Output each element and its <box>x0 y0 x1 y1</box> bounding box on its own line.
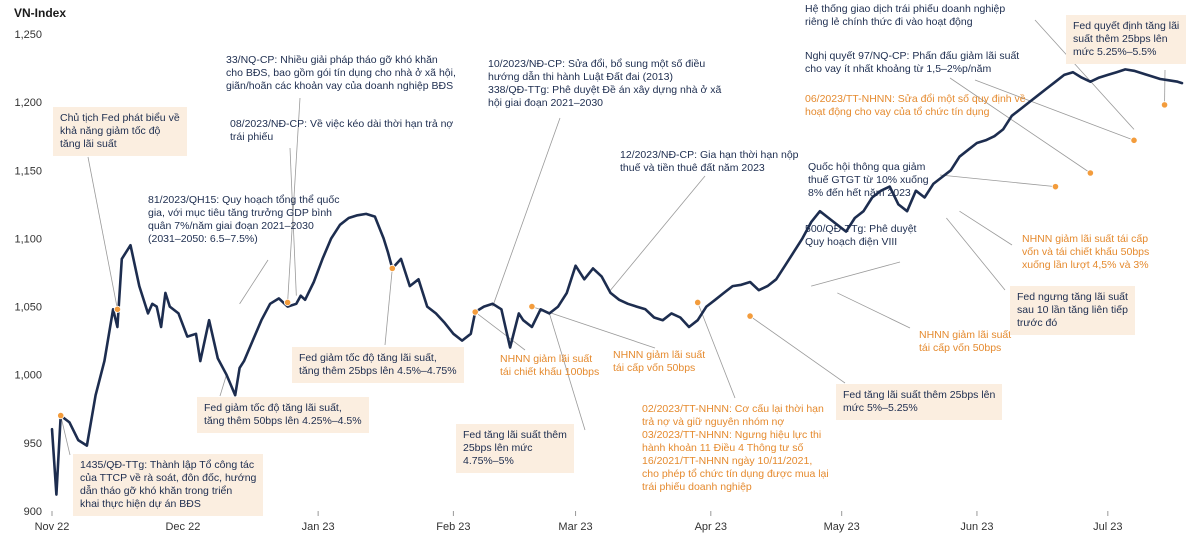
annotation-sbv-refi-cut-3: NHNN giảm lãi suất tái cấp vốn và tái ch… <box>1022 233 1150 271</box>
series-line-vn-index <box>50 68 1184 496</box>
annotation-circular-02-03: 02/2023/TT-NHNN: Cơ cấu lại thời hạn trả… <box>642 403 829 493</box>
annotation-fed-mar-hike: Fed tăng lãi suất thêm 25bps lên mức 4.7… <box>456 424 574 473</box>
y-tick-label: 1,000 <box>14 370 42 382</box>
y-tick-label: 1,250 <box>14 29 42 41</box>
annotation-resolution-97: Nghị quyết 97/NQ-CP: Phấn đấu giảm lãi s… <box>805 50 1020 75</box>
annotation-fed-pause: Fed ngưng tăng lãi suất sau 10 lần tăng … <box>1010 286 1135 335</box>
event-point <box>57 411 65 420</box>
annotation-decree-10: 10/2023/NĐ-CP: Sửa đổi, bổ sung một số đ… <box>488 58 722 109</box>
event-point <box>746 312 754 320</box>
y-tick-label: 950 <box>24 438 42 450</box>
x-tick-label: Jul 23 <box>1093 521 1122 533</box>
annotation-leader-line <box>837 292 911 329</box>
event-point <box>283 298 292 307</box>
annotation-fed-feb-hike: Fed giảm tốc độ tăng lãi suất, tăng thêm… <box>292 347 464 383</box>
annotation-fed-chair-speech: Chủ tịch Fed phát biểu về khả năng giảm … <box>53 107 187 156</box>
annotation-bond-exchange: Hệ thống giao dịch trái phiếu doanh nghi… <box>805 3 1006 28</box>
annotation-fed-jul-hike: Fed quyết định tăng lãi suất thêm 25bps … <box>1066 15 1187 64</box>
x-tick-label: Jan 23 <box>302 521 335 533</box>
y-tick-label: 900 <box>24 506 42 518</box>
event-point <box>388 264 396 273</box>
annotation-sbv-refi-cut-2: NHNN giảm lãi suất tái cấp vốn 50bps <box>919 329 1012 354</box>
annotation-leader-line <box>697 302 736 399</box>
annotation-leader-line <box>974 79 1135 141</box>
annotation-leader-line <box>60 415 71 456</box>
event-point <box>1130 136 1138 144</box>
x-tick-label: Jun 23 <box>960 521 993 533</box>
annotation-resolution-81: 81/2023/QH15: Quy hoạch tổng thể quốc gi… <box>148 194 340 245</box>
annotation-leader-line <box>1034 19 1135 130</box>
event-point <box>471 308 479 316</box>
annotation-leader-line <box>531 306 656 349</box>
x-tick-label: May 23 <box>824 521 860 533</box>
event-point <box>528 302 536 311</box>
annotation-leader-line <box>384 268 393 346</box>
x-tick-label: Mar 23 <box>558 521 592 533</box>
annotation-leader-line <box>289 147 297 296</box>
y-tick-label: 1,200 <box>14 97 42 109</box>
x-tick-label: Dec 22 <box>165 521 200 533</box>
annotation-leader-line <box>219 374 227 397</box>
x-tick-label: Nov 22 <box>35 521 70 533</box>
annotation-decision-1435: 1435/QĐ-TTg: Thành lập Tổ công tác của T… <box>73 454 264 516</box>
annotation-leader-line <box>548 313 586 431</box>
annotation-fed-may-hike: Fed tăng lãi suất thêm 25bps lên mức 5%–… <box>836 384 1003 420</box>
x-tick-label: Apr 23 <box>695 521 727 533</box>
annotation-leader-line <box>749 315 846 384</box>
annotation-circular-06: 06/2023/TT-NHNN: Sửa đổi một số quy định… <box>805 93 1026 118</box>
y-tick-label: 1,100 <box>14 233 42 245</box>
y-axis-title: VN-Index <box>14 6 67 20</box>
annotation-sbv-refi-cut-1: NHNN giảm lãi suất tái cấp vốn 50bps <box>613 349 706 374</box>
annotation-decree-08: 08/2023/NĐ-CP: Về việc kéo dài thời hạn … <box>230 118 454 143</box>
annotation-sbv-discount-cut: NHNN giảm lãi suất tái chiết khấu 100bps <box>500 353 600 378</box>
y-tick-label: 1,150 <box>14 165 42 177</box>
annotation-leader-line <box>474 311 526 351</box>
annotation-fed-dec-hike: Fed giảm tốc độ tăng lãi suất, tăng thêm… <box>197 397 369 433</box>
event-point <box>694 298 702 307</box>
annotation-leader-line <box>811 261 901 287</box>
annotation-decree-12: 12/2023/NĐ-CP: Gia hạn thời hạn nộp thuế… <box>620 149 799 174</box>
annotation-vat-cut: Quốc hội thông qua giảm thuế GTGT từ 10%… <box>808 161 929 199</box>
annotation-decision-500: 500/QĐ-TTg: Phê duyệt Quy hoạch điện VII… <box>805 223 917 248</box>
annotation-leader-line <box>959 210 1013 246</box>
annotation-leader-line <box>939 174 1056 188</box>
annotation-leader-line <box>239 259 269 305</box>
event-point <box>113 305 122 313</box>
annotation-leader-line <box>87 156 118 310</box>
y-tick-label: 1,050 <box>14 302 42 314</box>
annotation-leader-line <box>949 77 1091 174</box>
event-point <box>1160 101 1169 109</box>
annotation-leader-line <box>610 175 706 291</box>
annotation-leader-line <box>287 97 301 303</box>
annotation-leader-line <box>492 117 561 307</box>
x-tick-label: Feb 23 <box>436 521 470 533</box>
annotation-resolution-33: 33/NQ-CP: Nhiều giải pháp tháo gỡ khó kh… <box>226 54 456 92</box>
event-point <box>1086 169 1094 177</box>
annotation-leader-line <box>946 217 1006 291</box>
event-point <box>1051 183 1060 191</box>
